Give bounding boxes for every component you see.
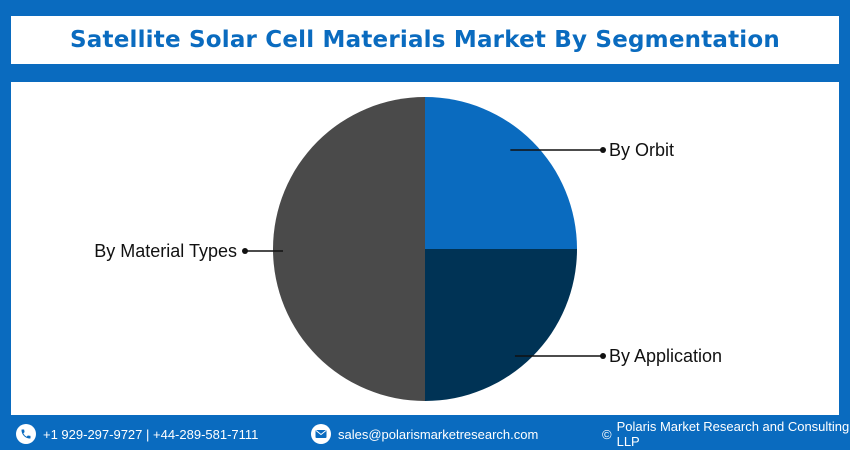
phone-icon bbox=[16, 424, 36, 444]
leader-dot bbox=[242, 248, 248, 254]
footer: +1 929-297-9727 | +44-289-581-7111 sales… bbox=[0, 418, 850, 450]
email-link[interactable]: sales@polarismarketresearch.com bbox=[338, 426, 539, 442]
copyright-text: Polaris Market Research and Consulting L… bbox=[616, 419, 850, 449]
pie-slice-by-orbit bbox=[425, 97, 577, 249]
leader-dot bbox=[600, 353, 606, 359]
slice-label: By Material Types bbox=[94, 241, 237, 261]
chart-panel: By Orbit By Application By Material Types bbox=[11, 82, 839, 415]
chart-title: Satellite Solar Cell Materials Market By… bbox=[70, 27, 780, 53]
pie-chart: By Orbit By Application By Material Types bbox=[94, 97, 722, 401]
leader-dot bbox=[600, 147, 606, 153]
pie-slice-by-application bbox=[425, 249, 577, 401]
footer-phone: +1 929-297-9727 | +44-289-581-7111 bbox=[16, 422, 258, 446]
phone-numbers[interactable]: +1 929-297-9727 | +44-289-581-7111 bbox=[43, 426, 259, 442]
footer-email: sales@polarismarketresearch.com bbox=[311, 422, 538, 446]
copyright-symbol: © bbox=[602, 426, 612, 442]
pie-slice-by-material-types bbox=[273, 97, 425, 401]
footer-copyright: © Polaris Market Research and Consulting… bbox=[602, 419, 850, 449]
slice-label: By Orbit bbox=[609, 140, 674, 160]
title-bar: Satellite Solar Cell Materials Market By… bbox=[11, 16, 839, 64]
email-icon bbox=[311, 424, 331, 444]
slice-label: By Application bbox=[609, 346, 722, 366]
